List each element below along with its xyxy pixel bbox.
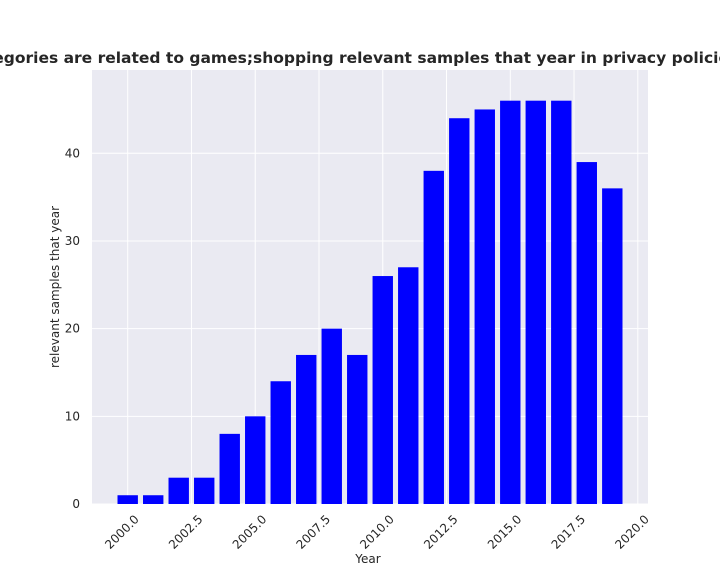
bar-2006: [270, 381, 291, 504]
x-tick-label: 2020.0: [612, 512, 652, 552]
y-axis-label: relevant samples that year: [48, 206, 62, 368]
bar-2008: [321, 328, 342, 504]
x-tick-label: 2012.5: [421, 512, 461, 552]
bar-2018: [576, 162, 597, 504]
bar-2011: [398, 267, 419, 504]
y-tick-label: 20: [65, 322, 80, 336]
x-tick-label: 2005.0: [230, 512, 270, 552]
bar-2005: [245, 416, 266, 504]
bar-2015: [500, 100, 521, 505]
x-tick-labels: 2000.0 2002.5 2005.0 2007.5 2010.0 2012.5 2015…: [102, 512, 652, 552]
y-tick-labels: 0 10 20 30 40: [65, 146, 80, 511]
x-tick-label: 2015.0: [485, 512, 525, 552]
x-tick-label: 2017.5: [549, 512, 589, 552]
bar-2004: [219, 433, 240, 504]
bar-2000: [117, 495, 138, 504]
y-tick-label: 40: [65, 146, 80, 160]
x-tick-label: 2002.5: [166, 512, 206, 552]
y-tick-label: 0: [72, 497, 80, 511]
chart-title: When categories are related to games;sho…: [0, 49, 720, 67]
bar-2013: [449, 118, 470, 504]
y-tick-label: 10: [65, 409, 80, 423]
x-tick-label: 2007.5: [294, 512, 334, 552]
bar-2003: [194, 477, 215, 504]
bar-2002: [168, 477, 189, 504]
bar-2019: [602, 188, 623, 504]
bar-2007: [296, 354, 317, 504]
x-axis-label: Year: [354, 552, 380, 566]
bar-2014: [474, 109, 495, 505]
bar-2017: [551, 100, 572, 505]
bars: [117, 100, 623, 505]
bar-2009: [347, 354, 368, 504]
bar-2001: [143, 495, 164, 504]
bar-2016: [525, 100, 546, 505]
bar-2010: [372, 276, 393, 504]
bar-2012: [423, 170, 444, 504]
y-tick-label: 30: [65, 234, 80, 248]
x-tick-label: 2000.0: [102, 512, 142, 552]
x-tick-label: 2010.0: [357, 512, 397, 552]
